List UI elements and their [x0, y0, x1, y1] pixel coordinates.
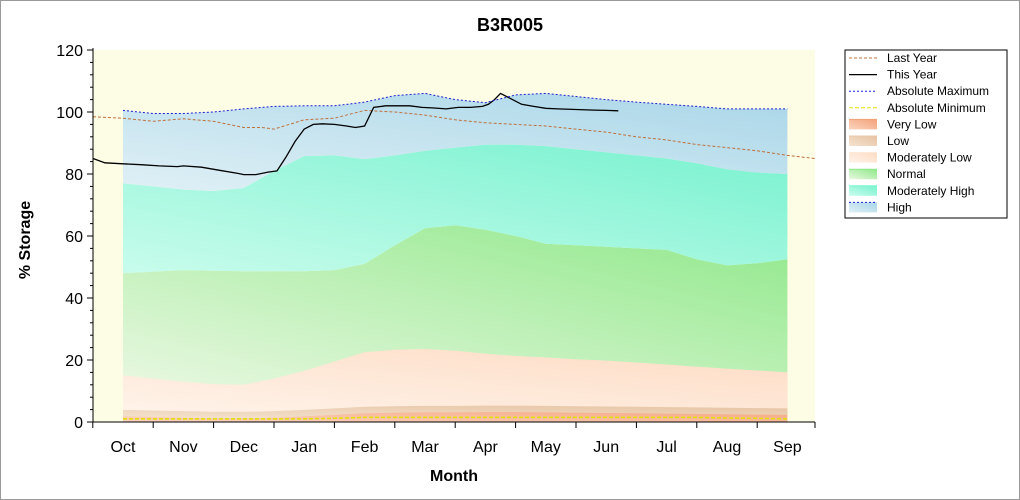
- absolute-minimum-line: [123, 416, 788, 420]
- moderately-low-band: [123, 349, 788, 415]
- legend: Last Year This Year Absolute Maximum Absolu…: [844, 49, 1008, 219]
- normal-band: [123, 225, 788, 385]
- range-bands: [123, 93, 788, 422]
- y-tick-label: 40: [65, 291, 83, 308]
- series-lines: [92, 92, 816, 420]
- chart-title: B3R005: [477, 15, 543, 35]
- y-tick-label: 20: [65, 353, 83, 370]
- legend-swatch: [849, 152, 877, 163]
- legend-item-moderately-high: Moderately High: [849, 184, 974, 198]
- y-axis-label: % Storage: [17, 201, 34, 279]
- high-band: [123, 93, 788, 191]
- x-tick-label-sep: Sep: [773, 439, 802, 456]
- legend-item-very-low: Very Low: [849, 117, 937, 131]
- absolute-maximum-line: [122, 92, 788, 114]
- legend-item-this-year: This Year: [849, 68, 937, 82]
- y-tick-label: 120: [56, 43, 83, 60]
- x-tick-label-jan: Jan: [291, 439, 317, 456]
- legend-label: Normal: [887, 167, 926, 181]
- y-tick-label: 80: [65, 167, 83, 184]
- legend-item-moderately-low: Moderately Low: [849, 151, 972, 165]
- x-tick-label-feb: Feb: [351, 439, 379, 456]
- axes: [87, 48, 816, 428]
- x-axis-label: Month: [430, 468, 478, 485]
- x-tick-label-jul: Jul: [656, 439, 676, 456]
- legend-item-normal: Normal: [849, 167, 926, 181]
- legend-label: Moderately High: [887, 184, 974, 198]
- legend-item-last-year: Last Year: [849, 51, 937, 65]
- this-year-line: [92, 92, 619, 176]
- last-year-line: [92, 109, 816, 159]
- x-tick-label-apr: Apr: [473, 439, 499, 456]
- y-tick-label: 60: [65, 229, 83, 246]
- x-tick-label-jun: Jun: [593, 439, 619, 456]
- legend-item-low: Low: [849, 134, 909, 148]
- y-tick-label: 100: [56, 105, 83, 122]
- legend-swatch: [849, 185, 877, 196]
- legend-label: Low: [887, 134, 909, 148]
- y-tick-label: 0: [74, 415, 83, 432]
- legend-item-high: High: [849, 200, 912, 214]
- moderately-high-band: [123, 144, 788, 274]
- x-tick-label-aug: Aug: [713, 439, 741, 456]
- legend-label: Moderately Low: [887, 151, 972, 165]
- x-tick-label-oct: Oct: [111, 439, 136, 456]
- x-tick-label-dec: Dec: [230, 439, 258, 456]
- legend-label: Last Year: [887, 51, 937, 65]
- x-tick-label-mar: Mar: [411, 439, 439, 456]
- legend-swatch: [849, 169, 877, 180]
- legend-swatch: [849, 202, 877, 213]
- legend-label: Absolute Maximum: [887, 84, 989, 98]
- x-tick-label-nov: Nov: [169, 439, 197, 456]
- legend-label: High: [887, 200, 912, 214]
- legend-swatch: [849, 136, 877, 146]
- low-band: [123, 405, 788, 419]
- legend-item-abs-min: Absolute Minimum: [849, 101, 986, 115]
- legend-label: This Year: [887, 68, 937, 82]
- legend-swatch: [849, 119, 877, 130]
- legend-label: Very Low: [887, 117, 937, 131]
- x-tick-label-may: May: [531, 439, 561, 456]
- legend-item-abs-max: Absolute Maximum: [849, 84, 989, 98]
- legend-label: Absolute Minimum: [887, 101, 986, 115]
- tick-labels: 0 20 40 60 80 100 120 Oct Nov Dec Jan Feb Mar Apr May J…: [56, 43, 801, 456]
